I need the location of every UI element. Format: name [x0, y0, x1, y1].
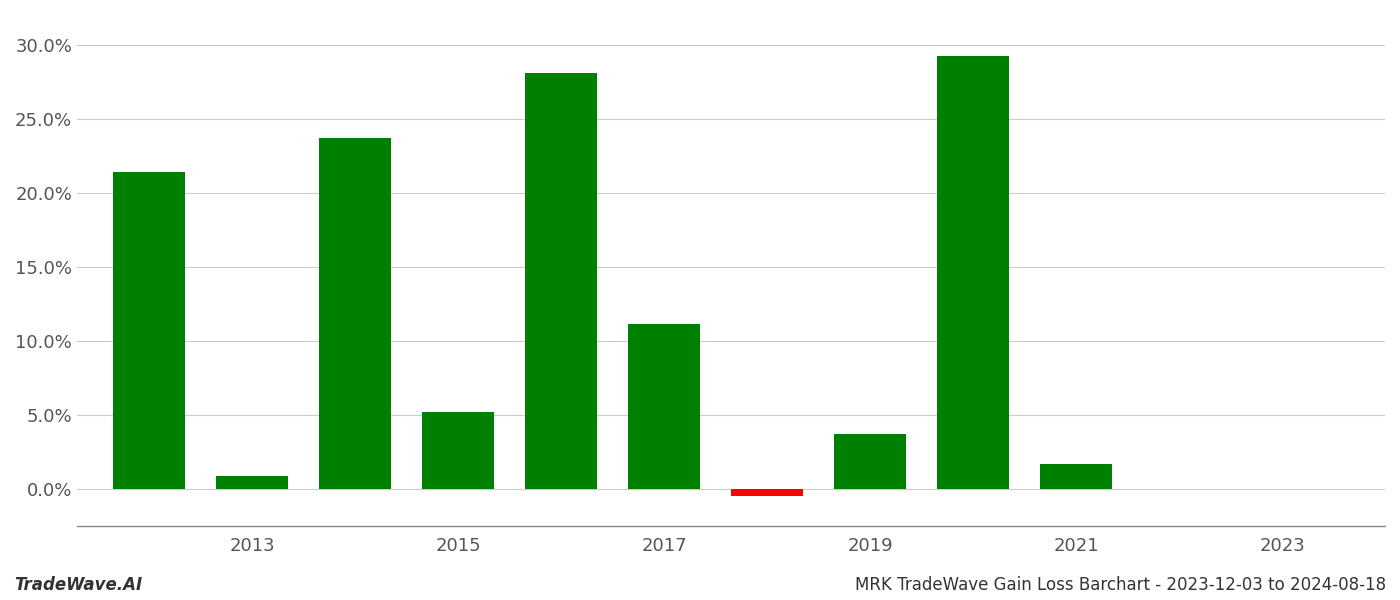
Bar — [629, 325, 700, 489]
Bar — [216, 476, 288, 489]
Text: MRK TradeWave Gain Loss Barchart - 2023-12-03 to 2024-08-18: MRK TradeWave Gain Loss Barchart - 2023-… — [855, 576, 1386, 594]
Bar — [937, 56, 1009, 489]
Bar — [113, 172, 185, 489]
Bar — [834, 434, 906, 489]
Bar — [1040, 464, 1112, 489]
Bar — [731, 489, 804, 496]
Bar — [319, 138, 391, 489]
Text: TradeWave.AI: TradeWave.AI — [14, 576, 143, 594]
Bar — [421, 412, 494, 489]
Bar — [525, 73, 598, 489]
